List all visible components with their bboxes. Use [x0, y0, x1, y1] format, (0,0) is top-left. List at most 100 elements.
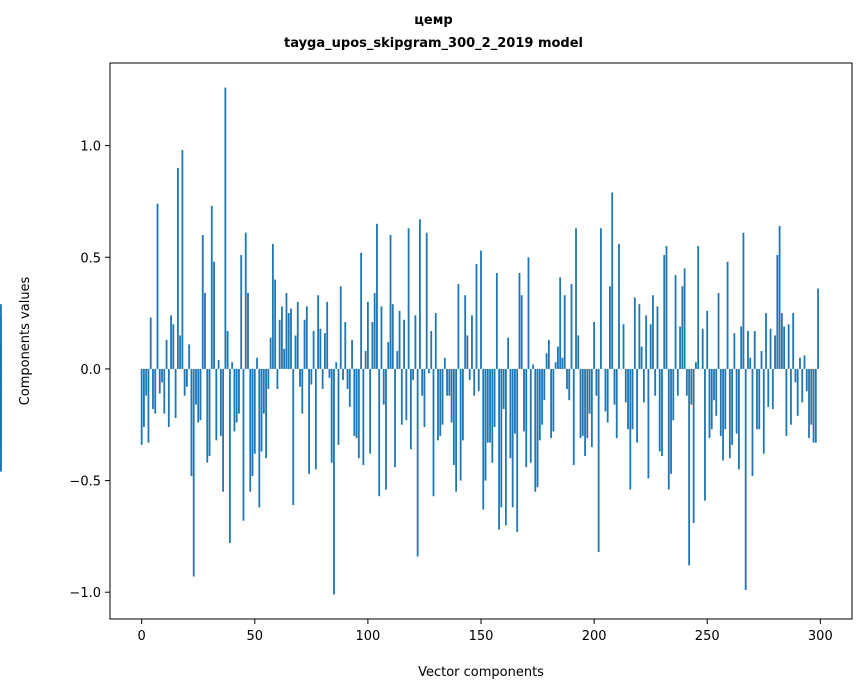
bar	[597, 368, 600, 553]
bar	[672, 368, 675, 421]
bar	[676, 368, 679, 396]
x-tick-label: 100	[355, 629, 380, 644]
bar	[785, 368, 788, 436]
bar	[208, 368, 211, 456]
bar	[394, 368, 396, 468]
bar	[330, 368, 333, 463]
bar	[566, 368, 568, 390]
bar	[812, 368, 815, 443]
bar	[222, 368, 225, 492]
bar	[796, 368, 799, 416]
bar	[342, 368, 344, 381]
bar	[735, 368, 738, 434]
bar	[663, 255, 666, 369]
bar	[382, 368, 385, 405]
bar	[314, 368, 317, 470]
bar	[640, 346, 643, 369]
x-tick-label: 300	[808, 629, 833, 644]
bar	[156, 203, 159, 369]
bar	[502, 368, 505, 410]
bar	[552, 368, 555, 432]
bar	[344, 322, 347, 369]
y-tick-label: 0.0	[80, 363, 101, 378]
bar	[590, 368, 593, 448]
x-tick-label: 150	[469, 629, 494, 644]
bar	[188, 344, 191, 369]
bar	[287, 313, 290, 369]
bar	[294, 335, 297, 369]
bar	[213, 261, 215, 369]
bar	[692, 368, 695, 523]
bar	[437, 368, 439, 441]
bar	[274, 279, 277, 369]
bar	[581, 368, 584, 436]
bar	[733, 333, 736, 369]
bar	[290, 308, 292, 369]
bar	[726, 261, 729, 369]
bar	[753, 330, 756, 369]
x-tick-label: 50	[247, 629, 264, 644]
bar	[697, 246, 700, 369]
bar	[240, 255, 243, 369]
bar	[366, 301, 369, 369]
bar	[719, 368, 722, 436]
bar	[756, 368, 758, 430]
bar	[161, 368, 163, 383]
bar	[147, 368, 150, 443]
bar	[378, 368, 381, 497]
bar	[801, 368, 804, 403]
bar	[688, 368, 691, 566]
bar	[631, 368, 634, 430]
bar	[704, 368, 706, 501]
bar	[514, 368, 516, 434]
bar	[805, 368, 808, 392]
bar	[629, 368, 632, 490]
bar	[265, 368, 267, 459]
bar	[441, 368, 444, 425]
bar	[529, 368, 532, 463]
bar	[737, 368, 740, 470]
bar	[771, 368, 774, 410]
bar	[769, 328, 772, 369]
bar	[233, 368, 236, 432]
bar	[579, 368, 582, 439]
bar	[559, 277, 562, 369]
bar	[652, 295, 654, 369]
bar	[357, 368, 360, 459]
bar	[536, 368, 539, 488]
bar	[278, 319, 281, 369]
bar	[351, 339, 353, 369]
bar	[814, 368, 817, 443]
bar	[547, 339, 550, 369]
bar	[396, 351, 399, 369]
bar	[292, 368, 295, 506]
bar	[661, 368, 663, 456]
bar	[685, 368, 688, 396]
chart-title: цемр	[414, 13, 453, 28]
y-axis-label: Components values	[18, 276, 33, 405]
bar	[491, 368, 494, 463]
bar	[271, 243, 274, 369]
bar	[308, 368, 310, 474]
bar	[690, 368, 693, 405]
bar	[645, 315, 648, 369]
bar	[550, 368, 553, 439]
bar	[747, 330, 749, 369]
bar	[495, 272, 498, 369]
bar	[407, 228, 410, 369]
bar	[269, 337, 272, 369]
bar	[303, 319, 306, 369]
bar	[762, 368, 765, 454]
bar	[348, 368, 351, 407]
bar	[563, 295, 566, 369]
bar	[360, 252, 363, 369]
bar	[310, 368, 313, 385]
bar	[520, 295, 523, 369]
bar	[561, 357, 564, 369]
bar	[577, 335, 580, 369]
bar	[674, 275, 677, 369]
bar	[174, 368, 177, 419]
bar	[149, 317, 152, 369]
bar	[471, 315, 473, 369]
bar	[305, 306, 308, 369]
